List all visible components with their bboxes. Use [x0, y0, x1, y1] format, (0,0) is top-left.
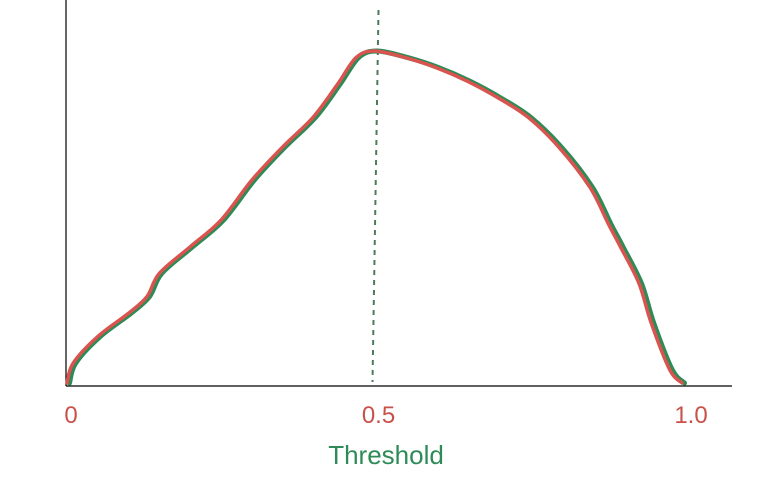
x-tick-label-0-5: 0.5 [362, 402, 395, 429]
x-tick-label-1-0: 1.0 [674, 402, 707, 429]
x-axis-label: Threshold [328, 440, 444, 470]
x-tick-label-0: 0 [64, 402, 77, 429]
reference-line-x-0-5 [371, 9, 380, 383]
series-line-red [65, 49, 684, 385]
